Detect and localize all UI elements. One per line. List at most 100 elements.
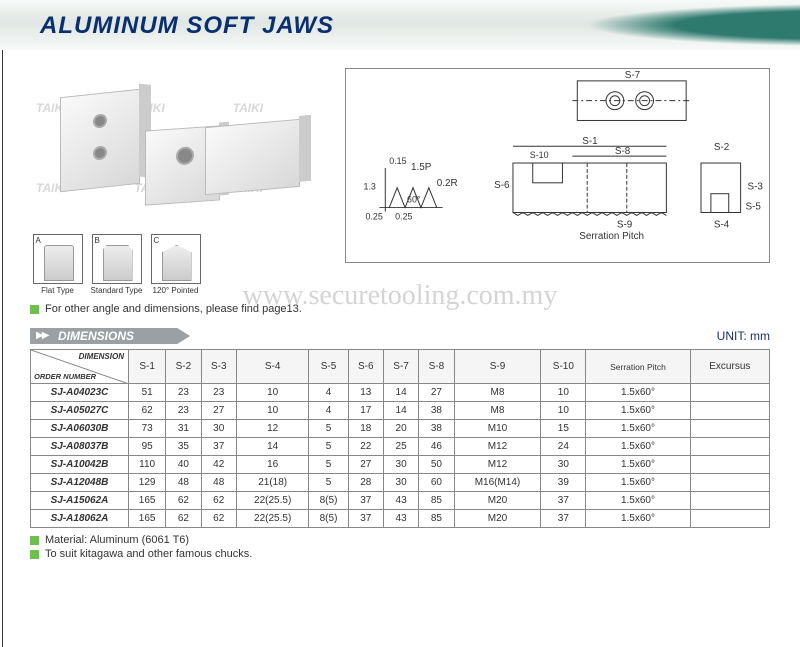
data-cell: 62 — [201, 510, 236, 528]
data-cell: M12 — [454, 456, 541, 474]
data-cell: 30 — [201, 420, 236, 438]
lbl-0.2r: 0.2R — [437, 178, 458, 189]
data-cell: 42 — [201, 456, 236, 474]
note-page13: For other angle and dimensions, please f… — [0, 299, 800, 319]
data-cell: M20 — [454, 510, 541, 528]
data-cell — [690, 456, 769, 474]
type-icon-flat: A Flat Type — [30, 234, 85, 295]
data-cell: 14 — [236, 438, 309, 456]
data-cell: 5 — [309, 456, 348, 474]
data-cell: 31 — [166, 420, 201, 438]
type-label: Standard Type — [89, 286, 144, 295]
table-row: SJ-A15062A165626222(25.5)8(5)374385M2037… — [31, 492, 770, 510]
data-cell: 40 — [166, 456, 201, 474]
data-cell: 14 — [383, 384, 418, 402]
data-cell: 22(25.5) — [236, 492, 309, 510]
data-cell: 23 — [201, 384, 236, 402]
type-icon-row: A Flat Type B Standard Type C 120° Point… — [30, 234, 325, 295]
lbl-1.5p: 1.5P — [411, 162, 432, 173]
lbl-s3: S-3 — [748, 182, 764, 193]
product-illustration: TAIKI TAIKI TAIKI TAIKI TAIKI TAIKI — [30, 68, 325, 228]
data-cell: 1.5x60° — [586, 492, 690, 510]
data-cell: 15 — [541, 420, 586, 438]
data-cell: 20 — [383, 420, 418, 438]
footer-note: To suit kitagawa and other famous chucks… — [45, 548, 252, 560]
lbl-s6: S-6 — [494, 180, 510, 191]
data-cell: 18 — [348, 420, 383, 438]
col-header: Serration Pitch — [586, 350, 690, 384]
section-label: DIMENSIONS — [58, 329, 134, 343]
data-cell — [690, 402, 769, 420]
bullet-square-icon — [30, 550, 39, 559]
table-row: SJ-A08037B953537145222546M12241.5x60° — [31, 438, 770, 456]
col-header: S-3 — [201, 350, 236, 384]
data-cell: 51 — [129, 384, 166, 402]
header-swoosh — [540, 0, 800, 50]
type-letter: B — [95, 236, 100, 245]
type-letter: C — [154, 236, 160, 245]
type-letter: A — [36, 236, 41, 245]
data-cell: 37 — [541, 510, 586, 528]
type-label: Flat Type — [30, 286, 85, 295]
data-cell: 85 — [419, 492, 454, 510]
data-cell: 28 — [348, 474, 383, 492]
lbl-0.25l: 0.25 — [365, 211, 382, 221]
header-band: ALUMINUM SOFT JAWS — [0, 0, 800, 50]
lbl-s2: S-2 — [714, 142, 729, 153]
bolt-hole — [93, 113, 107, 128]
corner-order-label: ORDER NUMBER — [34, 372, 96, 381]
data-cell: 35 — [166, 438, 201, 456]
lbl-s5: S-5 — [746, 202, 762, 213]
data-cell: 1.5x60° — [586, 402, 690, 420]
data-cell: 95 — [129, 438, 166, 456]
table-row: SJ-A12048B129484821(18)5283060M16(M14)39… — [31, 474, 770, 492]
note-text: For other angle and dimensions, please f… — [45, 303, 302, 315]
data-cell: 50 — [419, 456, 454, 474]
data-cell: 27 — [201, 402, 236, 420]
table-header-row: DIMENSION ORDER NUMBER S-1 S-2 S-3 S-4 S… — [31, 350, 770, 384]
data-cell: 16 — [236, 456, 309, 474]
data-cell — [690, 438, 769, 456]
product-photo-area: TAIKI TAIKI TAIKI TAIKI TAIKI TAIKI A Fl… — [30, 68, 325, 295]
data-cell: 4 — [309, 384, 348, 402]
data-cell: 27 — [419, 384, 454, 402]
table-row: SJ-A06030B733130125182038M10151.5x60° — [31, 420, 770, 438]
col-header: S-9 — [454, 350, 541, 384]
footer-note: Material: Aluminum (6061 T6) — [45, 534, 189, 546]
col-header: S-4 — [236, 350, 309, 384]
lbl-0.15: 0.15 — [389, 156, 406, 166]
data-cell: 129 — [129, 474, 166, 492]
dimensions-section-bar: ▶▶ DIMENSIONS UNIT: mm — [30, 325, 770, 347]
col-header: S-7 — [383, 350, 418, 384]
data-cell: M12 — [454, 438, 541, 456]
order-number-cell: SJ-A12048B — [31, 474, 129, 492]
data-cell: 17 — [348, 402, 383, 420]
data-cell: 62 — [166, 510, 201, 528]
data-cell: 43 — [383, 510, 418, 528]
data-cell: 1.5x60° — [586, 456, 690, 474]
dimensions-table: DIMENSION ORDER NUMBER S-1 S-2 S-3 S-4 S… — [30, 349, 770, 528]
data-cell: 5 — [309, 438, 348, 456]
bullet-square-icon — [30, 305, 39, 314]
chevron-right-icon: ▶▶ — [36, 330, 47, 341]
shape-standard — [103, 245, 133, 281]
data-cell — [690, 384, 769, 402]
data-cell: 5 — [309, 420, 348, 438]
data-cell: 37 — [201, 438, 236, 456]
data-cell: 37 — [348, 510, 383, 528]
data-cell: 30 — [541, 456, 586, 474]
col-header: S-10 — [541, 350, 586, 384]
data-cell: 165 — [129, 492, 166, 510]
data-cell: 46 — [419, 438, 454, 456]
col-header: S-6 — [348, 350, 383, 384]
mid-section: TAIKI TAIKI TAIKI TAIKI TAIKI TAIKI A Fl… — [0, 50, 800, 299]
order-number-cell: SJ-A08037B — [31, 438, 129, 456]
data-cell: 38 — [419, 402, 454, 420]
data-cell: M10 — [454, 420, 541, 438]
data-cell — [690, 474, 769, 492]
data-cell: M16(M14) — [454, 474, 541, 492]
data-cell: 30 — [383, 474, 418, 492]
lbl-s10: S-10 — [530, 150, 549, 160]
lbl-1.3: 1.3 — [364, 182, 376, 192]
data-cell: 1.5x60° — [586, 438, 690, 456]
